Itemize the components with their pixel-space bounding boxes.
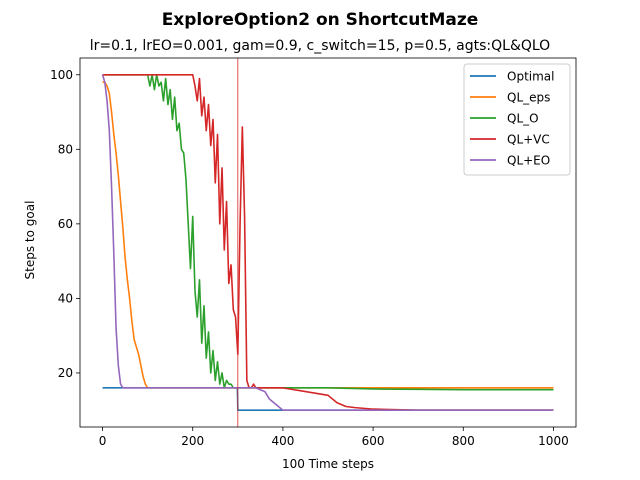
y-tick-label: 100 [50, 68, 73, 82]
x-tick-label: 1000 [538, 434, 569, 448]
legend-label: QL_O [507, 112, 539, 126]
legend-label: QL_eps [507, 91, 550, 105]
x-axis-label: 100 Time steps [282, 457, 374, 471]
chart-subtitle: lr=0.1, lrEO=0.001, gam=0.9, c_switch=15… [90, 38, 550, 54]
x-tick-label: 0 [99, 434, 107, 448]
y-tick-label: 20 [58, 366, 73, 380]
legend-box [463, 63, 571, 176]
plot-area [101, 58, 554, 427]
y-tick-label: 80 [58, 142, 73, 156]
x-tick-label: 200 [181, 434, 204, 448]
y-tick-label: 60 [58, 217, 73, 231]
plot-content [101, 58, 554, 427]
x-tick-label: 800 [452, 434, 475, 448]
x-tick-label: 400 [271, 434, 294, 448]
legend-label: Optimal [507, 70, 554, 84]
legend-label: QL+EO [507, 154, 550, 168]
y-tick-label: 40 [58, 291, 73, 305]
legend-label: QL+VC [507, 133, 550, 147]
x-tick-label: 600 [362, 434, 385, 448]
chart-title: ExploreOption2 on ShortcutMaze [162, 10, 479, 30]
series-line-ql-eo [101, 74, 554, 412]
axes: 0 200 400 600 800 1000 20 40 60 80 100 [50, 57, 577, 448]
legend: Optimal QL_eps QL_O QL+VC QL+EO [463, 63, 571, 176]
series-line-ql-vc [102, 73, 554, 412]
axes-frame [79, 57, 577, 428]
y-axis-label: Steps to goal [23, 201, 37, 280]
